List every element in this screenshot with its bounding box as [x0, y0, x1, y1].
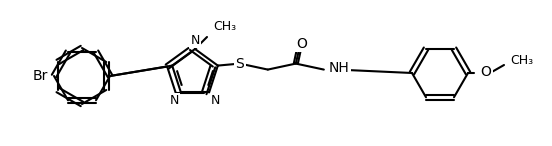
- Text: CH₃: CH₃: [510, 54, 533, 67]
- Text: N: N: [169, 94, 179, 107]
- Text: N: N: [190, 34, 200, 47]
- Text: NH: NH: [329, 61, 349, 75]
- Text: O: O: [481, 65, 491, 79]
- Text: S: S: [236, 57, 244, 71]
- Text: Br: Br: [33, 69, 48, 83]
- Text: CH₃: CH₃: [213, 20, 236, 33]
- Text: O: O: [296, 37, 307, 51]
- Text: N: N: [211, 94, 220, 107]
